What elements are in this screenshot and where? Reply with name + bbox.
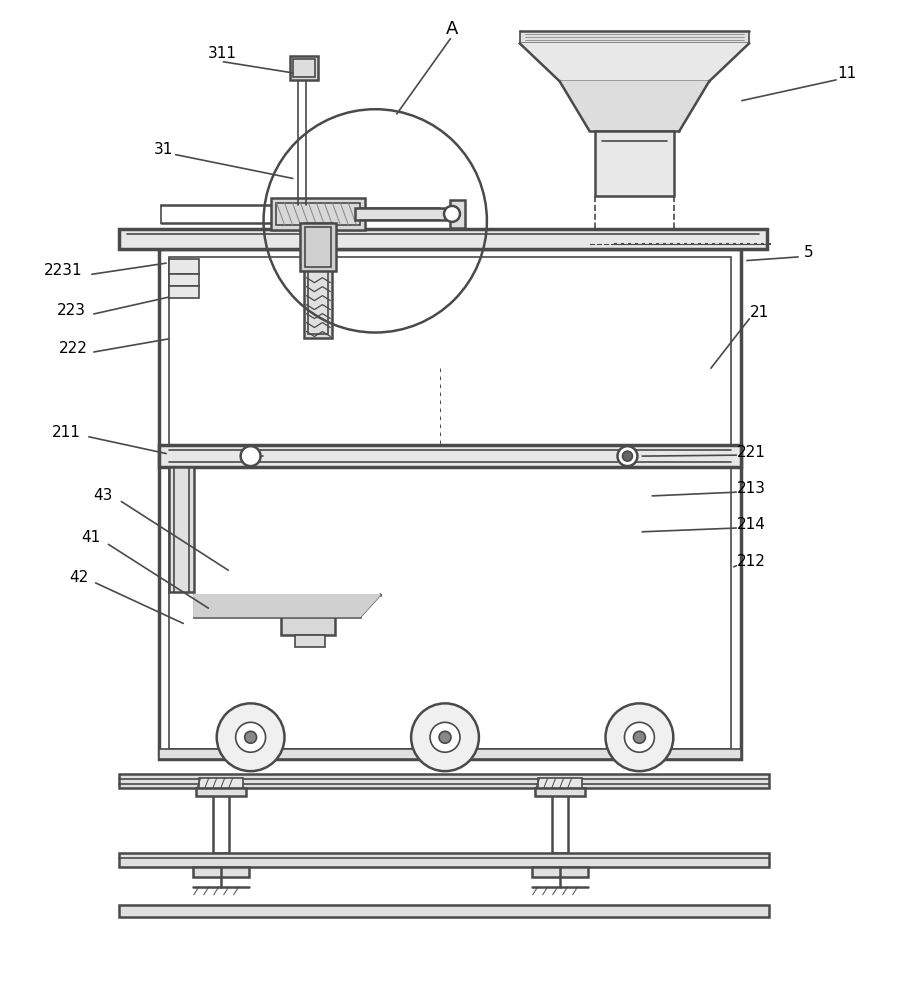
Bar [213, 788, 229, 853]
Bar [594, 131, 675, 196]
Bar [169, 259, 198, 274]
Bar [308, 227, 328, 334]
Circle shape [430, 722, 460, 752]
Polygon shape [194, 595, 381, 617]
Text: A: A [446, 20, 458, 38]
Text: 212: 212 [737, 554, 766, 569]
Text: 41: 41 [81, 530, 101, 545]
Circle shape [624, 722, 654, 752]
Bar [305, 223, 332, 338]
Circle shape [244, 731, 256, 743]
Bar [271, 198, 365, 230]
Bar [300, 223, 336, 271]
Bar [169, 286, 198, 298]
Bar [119, 774, 769, 788]
Text: 11: 11 [837, 66, 856, 81]
Bar [193, 867, 249, 877]
Bar [119, 853, 769, 867]
Text: 42: 42 [69, 570, 88, 585]
Circle shape [235, 722, 265, 752]
Text: 223: 223 [57, 303, 86, 318]
Text: 43: 43 [94, 488, 113, 503]
Text: 221: 221 [737, 445, 766, 460]
Bar [538, 778, 582, 788]
Bar [159, 749, 741, 759]
Circle shape [444, 206, 460, 222]
Bar [198, 778, 243, 788]
Bar [306, 227, 331, 267]
Polygon shape [520, 31, 749, 43]
Circle shape [411, 703, 479, 771]
Text: 211: 211 [51, 425, 80, 440]
Text: 214: 214 [737, 517, 766, 532]
Bar [281, 617, 336, 635]
Text: 2231: 2231 [44, 263, 82, 278]
Circle shape [622, 451, 632, 461]
Circle shape [605, 703, 673, 771]
Bar [159, 445, 741, 467]
Bar [196, 788, 245, 796]
Bar [159, 249, 741, 759]
Bar [169, 257, 732, 749]
Bar [535, 788, 584, 796]
Bar [169, 467, 194, 592]
Circle shape [633, 731, 646, 743]
Bar [532, 867, 587, 877]
Circle shape [439, 731, 451, 743]
Bar [552, 788, 567, 853]
Bar [119, 229, 767, 249]
Bar [275, 203, 360, 225]
Polygon shape [559, 81, 709, 131]
Text: 213: 213 [737, 481, 766, 496]
Bar [119, 905, 769, 917]
Circle shape [241, 446, 261, 466]
Text: 21: 21 [750, 305, 769, 320]
Bar [355, 208, 445, 220]
Bar [450, 200, 465, 228]
Circle shape [618, 446, 638, 466]
Bar [296, 635, 326, 647]
Bar [293, 59, 316, 77]
Text: 31: 31 [154, 142, 173, 157]
Text: 311: 311 [208, 46, 237, 61]
Bar [169, 274, 198, 286]
Text: 5: 5 [804, 245, 814, 260]
Circle shape [216, 703, 284, 771]
Bar [290, 56, 318, 80]
Polygon shape [520, 43, 749, 81]
Text: 222: 222 [59, 341, 87, 356]
